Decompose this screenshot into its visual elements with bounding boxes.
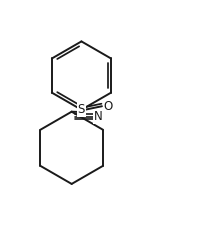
Text: N: N	[94, 110, 102, 123]
Text: S: S	[78, 103, 85, 116]
Text: O: O	[103, 100, 112, 113]
